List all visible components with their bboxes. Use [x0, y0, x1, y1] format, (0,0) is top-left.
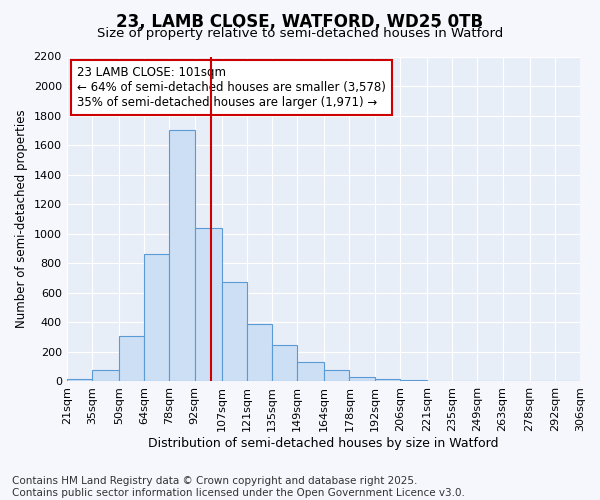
Bar: [272, 346, 297, 382]
Bar: [400, 380, 427, 382]
Bar: [194, 228, 221, 382]
Bar: [67, 378, 92, 382]
Bar: [221, 282, 247, 382]
Text: 23, LAMB CLOSE, WATFORD, WD25 0TB: 23, LAMB CLOSE, WATFORD, WD25 0TB: [116, 12, 484, 30]
Bar: [349, 377, 374, 382]
Bar: [144, 254, 169, 382]
Y-axis label: Number of semi-detached properties: Number of semi-detached properties: [15, 110, 28, 328]
Text: 23 LAMB CLOSE: 101sqm
← 64% of semi-detached houses are smaller (3,578)
35% of s: 23 LAMB CLOSE: 101sqm ← 64% of semi-deta…: [77, 66, 386, 109]
Bar: [324, 370, 349, 382]
X-axis label: Distribution of semi-detached houses by size in Watford: Distribution of semi-detached houses by …: [148, 437, 499, 450]
Bar: [247, 324, 272, 382]
Bar: [374, 379, 400, 382]
Bar: [169, 130, 194, 382]
Bar: [297, 362, 324, 382]
Text: Contains HM Land Registry data © Crown copyright and database right 2025.
Contai: Contains HM Land Registry data © Crown c…: [12, 476, 465, 498]
Text: Size of property relative to semi-detached houses in Watford: Size of property relative to semi-detach…: [97, 28, 503, 40]
Bar: [427, 380, 452, 382]
Bar: [119, 336, 144, 382]
Bar: [92, 370, 119, 382]
